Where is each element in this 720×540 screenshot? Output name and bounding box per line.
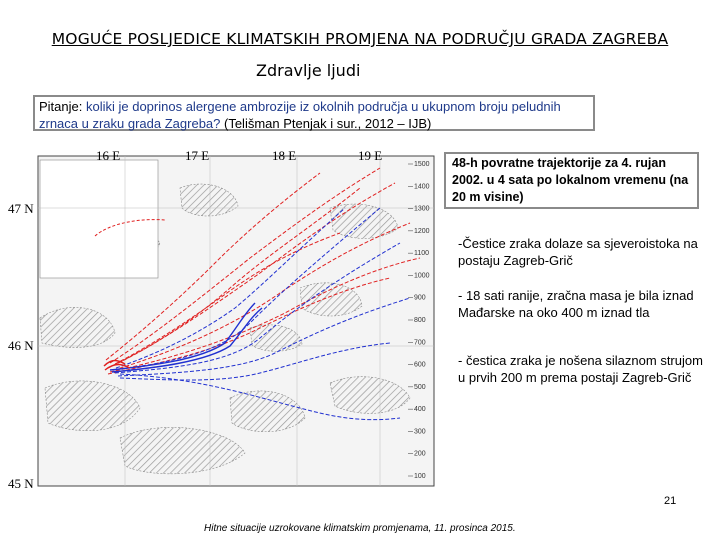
scale-tick-label: 500: [414, 384, 426, 391]
lat-label-46: 46 N: [8, 338, 34, 353]
lon-label-17: 17 E: [185, 148, 209, 163]
bullet-2: - 18 sati ranije, zračna masa je bila iz…: [458, 288, 694, 320]
question-text: koliki je doprinos alergene ambrozije iz…: [39, 99, 561, 131]
page-number: 21: [664, 495, 677, 507]
scale-tick-label: 800: [414, 317, 426, 324]
red-trajectories: [105, 167, 421, 375]
map-inset: [39, 159, 159, 279]
slide-subtitle: Zdravlje ljudi: [256, 61, 361, 80]
question-citation: (Telišman Ptenjak i sur., 2012 – IJB): [220, 116, 432, 131]
scale-tick-label: 1100: [414, 250, 429, 257]
scale-tick-label: 400: [414, 406, 426, 413]
lon-label-19: 19 E: [358, 148, 382, 163]
question-box: Pitanje: koliki je doprinos alergene amb…: [33, 95, 595, 131]
scale-tick-label: 100: [414, 473, 426, 480]
scale-tick-label: 1300: [414, 206, 430, 213]
lon-label-16: 16 E: [96, 148, 120, 163]
zagreb-convergence-red: [103, 359, 131, 371]
scale-tick-label: 1200: [414, 228, 430, 235]
bullet-1: -Čestice zraka dolaze sa sjeveroistoka n…: [458, 236, 698, 268]
scale-tick-label: 300: [414, 428, 426, 435]
altitude-scale: 1500 1400 1300 1200 1100 1000 900 800 700 600 500 4…: [408, 161, 430, 480]
scale-tick-label: 1400: [414, 183, 430, 190]
question-label: Pitanje:: [39, 99, 83, 114]
scale-tick-label: 200: [414, 451, 426, 458]
lat-label-45: 45 N: [8, 476, 34, 488]
info-box: 48-h povratne trajektorije za 4. rujan 2…: [444, 152, 699, 209]
inset-trajectory: [94, 219, 166, 237]
scale-tick-label: 700: [414, 339, 426, 346]
slide-title: MOGUĆE POSLJEDICE KLIMATSKIH PROMJENA NA…: [51, 30, 669, 48]
lat-label-47: 47 N: [8, 201, 34, 216]
scale-tick-label: 1000: [414, 272, 430, 279]
scale-tick-label: 1500: [414, 161, 430, 168]
scale-tick-label: 600: [414, 362, 426, 369]
lon-label-18: 18 E: [272, 148, 296, 163]
footer-text: Hitne situacije uzrokovane klimatskim pr…: [204, 523, 516, 534]
bullet-3: - čestica zraka je nošena silaznom struj…: [458, 353, 703, 385]
blue-trajectories: [111, 207, 411, 421]
zagreb-convergence: [109, 302, 263, 373]
scale-tick-label: 900: [414, 295, 426, 302]
trajectory-map: 16 E 17 E 18 E 19 E 47 N 46 N 45 N 15001…: [8, 148, 435, 488]
